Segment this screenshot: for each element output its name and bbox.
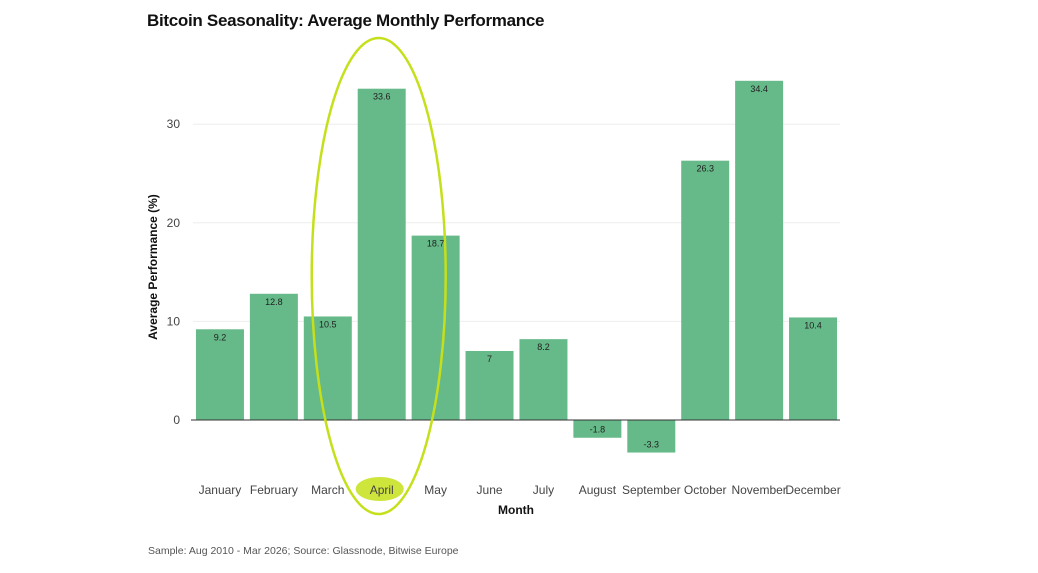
value-label: 10.4 (804, 320, 822, 330)
value-label: 10.5 (319, 319, 337, 329)
x-tick-label: May (424, 483, 447, 497)
bar-april (357, 88, 406, 420)
highlight-circle (310, 36, 447, 516)
bars (195, 80, 838, 453)
y-tick-label: 10 (167, 314, 181, 328)
value-label: 33.6 (373, 92, 391, 102)
bar-may (411, 235, 460, 420)
y-tick-label: 30 (167, 117, 181, 131)
value-label: 7 (487, 354, 492, 364)
x-tick-label: February (250, 483, 298, 497)
bar-june (465, 350, 514, 420)
bar-january (195, 329, 244, 420)
y-tick-label: 20 (167, 216, 181, 230)
bar-december (789, 317, 838, 420)
highlight-marker (355, 477, 404, 501)
x-tick-label: July (533, 483, 554, 497)
chart-title: Bitcoin Seasonality: Average Monthly Per… (147, 11, 545, 30)
x-tick-label: November (731, 483, 786, 497)
bar-july (519, 339, 568, 420)
bar-august (573, 420, 622, 438)
x-tick-label: June (477, 483, 503, 497)
value-label: 26.3 (696, 164, 714, 174)
value-label: 12.8 (265, 297, 283, 307)
y-axis-ticks: 0 10 20 30 (167, 117, 181, 427)
bar-march (303, 316, 352, 420)
value-label: 9.2 (214, 332, 227, 342)
x-tick-label: April (370, 483, 394, 497)
value-label: 34.4 (750, 84, 768, 94)
bar-november (735, 80, 784, 420)
value-label: -1.8 (590, 425, 606, 435)
y-tick-label: 0 (173, 413, 180, 427)
y-axis-title: Average Performance (%) (146, 194, 160, 340)
source-note: Sample: Aug 2010 - Mar 2026; Source: Gla… (148, 545, 459, 557)
value-label: 8.2 (537, 342, 550, 352)
x-axis-ticks: January February March May June July August Sep… (199, 483, 841, 497)
x-tick-label: October (684, 483, 727, 497)
bar-february (249, 293, 298, 420)
bar-september (627, 420, 676, 453)
april-highlight: April (310, 36, 447, 516)
x-tick-label: January (199, 483, 242, 497)
value-label: 18.7 (427, 239, 445, 249)
x-tick-label: December (785, 483, 840, 497)
bar-october (681, 160, 730, 420)
value-labels: 9.2 12.8 10.5 33.6 18.7 7 8.2 -1.8 -3.3 26.3 34.4 1… (214, 84, 822, 450)
x-tick-label: August (579, 483, 617, 497)
x-tick-label: September (622, 483, 681, 497)
value-label: -3.3 (644, 440, 660, 450)
x-tick-label: March (311, 483, 344, 497)
gridlines (193, 123, 840, 322)
x-axis-title: Month (498, 503, 534, 517)
